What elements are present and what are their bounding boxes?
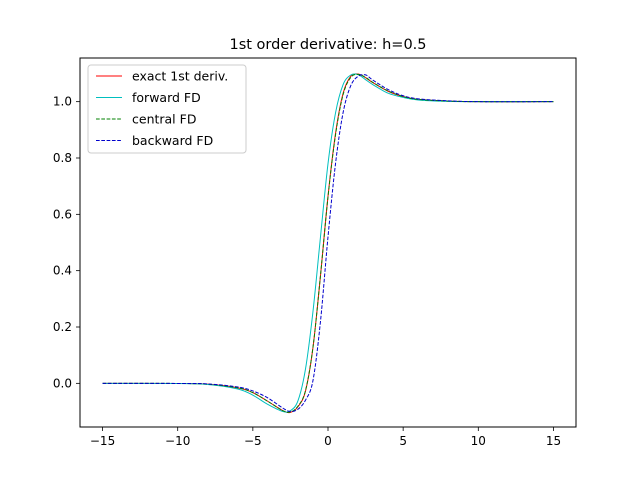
- y-axis: 0.0 0.2 0.4 0.6 0.8 1.0: [53, 95, 80, 390]
- y-tick-label: 0.4: [53, 264, 72, 278]
- legend-box: [87, 64, 247, 154]
- x-tick-label: −15: [90, 434, 115, 448]
- y-tick-label: 0.0: [53, 376, 72, 390]
- y-tick-label: 1.0: [53, 95, 72, 109]
- x-tick-label: 10: [471, 434, 486, 448]
- x-tick-label: −5: [244, 434, 262, 448]
- legend-label: forward FD: [132, 90, 201, 105]
- x-tick-label: 5: [399, 434, 407, 448]
- series-layer: [102, 73, 554, 414]
- legend-label: backward FD: [132, 133, 213, 148]
- series-line-forward-fd: [102, 73, 554, 413]
- legend-label: central FD: [132, 112, 196, 127]
- legend-label: exact 1st deriv.: [132, 69, 228, 84]
- x-tick-label: 0: [324, 434, 332, 448]
- legend: exact 1st deriv. forward FD central FD back…: [87, 64, 247, 154]
- x-tick-label: −10: [165, 434, 190, 448]
- x-axis: −15 −10 −5 0 5 10 15: [90, 427, 561, 448]
- x-tick-label: 15: [546, 434, 561, 448]
- series-line-backward-fd: [102, 74, 554, 413]
- y-tick-label: 0.6: [53, 207, 72, 221]
- axes-frame: [79, 57, 577, 428]
- chart-title: 1st order derivative: h=0.5: [229, 37, 426, 53]
- series-line-central-fd: [102, 73, 554, 413]
- y-tick-label: 0.2: [53, 320, 72, 334]
- y-tick-label: 0.8: [53, 151, 72, 165]
